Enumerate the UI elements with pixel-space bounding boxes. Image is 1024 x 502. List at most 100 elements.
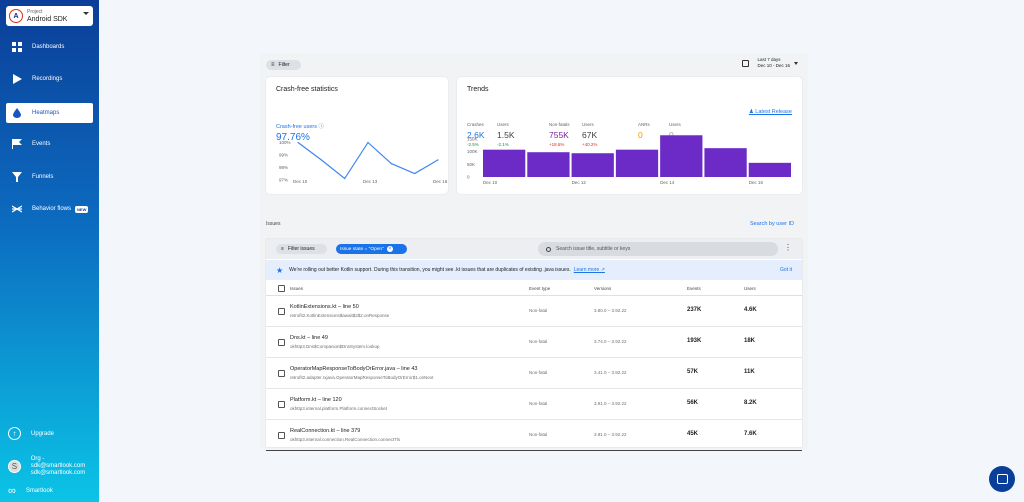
table-header: Issues Event type Versions Events Users: [266, 281, 802, 296]
bar: [571, 153, 614, 177]
issues-section-label: Issues: [266, 221, 281, 227]
date-range-picker[interactable]: Last 7 days Dec 10 - Dec 16: [742, 57, 798, 69]
metric-anrs: ANRs 0: [638, 122, 650, 140]
filter-icon: ≡: [271, 62, 275, 68]
column-versions: Versions: [594, 286, 612, 291]
org-email: sdk@smartlook.com: [30, 470, 86, 476]
star-icon: ★: [276, 265, 284, 275]
bar: [527, 152, 570, 177]
nav-behavior-flows[interactable]: Behavior flows NEW: [0, 199, 99, 219]
table-row[interactable]: Dns.kt – line 49 okhttp3.Dns$Companion$D…: [266, 327, 802, 358]
bar: [704, 148, 747, 177]
search-icon: [546, 246, 551, 252]
table-row[interactable]: KotlinExtensions.kt – line 50 retrofit2.…: [266, 296, 802, 327]
nav-heatmaps[interactable]: Heatmaps: [6, 103, 93, 123]
row-checkbox[interactable]: [278, 401, 285, 408]
chevron-down-icon: [83, 12, 89, 15]
y-tick-label: 100%: [279, 140, 291, 145]
y-tick-label: 97%: [279, 177, 288, 182]
row-checkbox[interactable]: [278, 370, 285, 377]
column-events: Events: [687, 286, 701, 291]
filter-issues-button[interactable]: ≡ Filter issues: [276, 244, 327, 254]
crash-free-line-chart: 100% 99% 98% 97% Dec 10 Dec 13 Dec 16: [279, 140, 448, 184]
issues-toolbar: ≡ Filter issues Issue state = "Open" × S…: [266, 239, 802, 259]
play-icon: [11, 73, 23, 85]
chevron-down-icon: [794, 61, 798, 65]
y-tick-label: 100K: [467, 149, 478, 154]
project-label: Project: [27, 9, 43, 15]
crash-free-card: Crash-free statistics Crash-free users ⓘ…: [266, 77, 448, 194]
crash-free-users-value: 97.76%: [276, 132, 310, 143]
learn-more-link[interactable]: Learn more ↗: [573, 267, 605, 273]
data-point: [344, 177, 346, 180]
bar: [615, 149, 659, 177]
bar: [660, 135, 703, 177]
card-title: Crash-free statistics: [276, 86, 338, 93]
brand-name: Smartlook: [25, 488, 53, 494]
table-row[interactable]: RealConnection.kt – line 379 okhttp3.int…: [266, 420, 802, 451]
brand-logo: ∞ Smartlook: [8, 485, 53, 497]
table-row[interactable]: OperatorMapResponseToBodyOrError.java – …: [266, 358, 802, 389]
metric-nonfatal-users: Users 67K +40.2%: [582, 122, 598, 147]
metric-anr-users: Users 0: [669, 122, 681, 140]
trends-bar-chart: 150K 100K 50K 0 Dec 10 Dec 12 Dec 14 Dec 16: [467, 135, 791, 185]
data-point: [320, 159, 322, 161]
nav-events[interactable]: Events: [0, 134, 99, 154]
org-selector[interactable]: S Org - sdk@smartlook.com sdk@smartlook.…: [8, 456, 99, 477]
nav-dashboards[interactable]: Dashboards: [0, 37, 99, 57]
org-name: Org - sdk@smartlook.com: [30, 456, 86, 469]
info-icon: ⓘ: [318, 124, 325, 130]
flag-icon: [11, 138, 23, 150]
project-name: Android SDK: [27, 16, 68, 23]
select-all-checkbox[interactable]: [278, 285, 285, 292]
funnel-icon: [11, 171, 23, 183]
metric-non-fatals: Non-fatals 755K +18.6%: [549, 122, 570, 147]
kotlin-banner: ★ We're rolling out better Kotlin suppor…: [266, 260, 802, 280]
series-line: [297, 141, 439, 180]
project-selector[interactable]: A Project Android SDK: [6, 6, 93, 26]
calendar-icon: [742, 59, 750, 67]
main-panel: ≡ Filter Last 7 days Dec 10 - Dec 16 Cra…: [260, 53, 808, 451]
date-range-value: Dec 10 - Dec 16: [757, 63, 790, 68]
issue-state-chip[interactable]: Issue state = "Open" ×: [336, 244, 407, 254]
bar: [483, 149, 526, 177]
close-icon[interactable]: ×: [386, 246, 393, 252]
filter-button[interactable]: ≡ Filter: [266, 60, 301, 70]
date-range-label: Last 7 days: [757, 57, 781, 62]
y-tick-label: 99%: [279, 152, 288, 157]
row-checkbox[interactable]: [278, 432, 285, 439]
filter-label: Filter: [278, 62, 290, 68]
nav-funnels[interactable]: Funnels: [0, 167, 99, 187]
nav-label: Behavior flows: [32, 206, 72, 212]
x-tick-label: Dec 10: [483, 180, 498, 185]
issues-table: ≡ Filter issues Issue state = "Open" × S…: [266, 239, 802, 451]
got-it-button[interactable]: Got it: [780, 267, 792, 273]
column-issues: Issues: [290, 286, 304, 291]
chat-button[interactable]: [989, 466, 1015, 492]
table-row[interactable]: Platform.kt – line 120 okhttp3.internal.…: [266, 389, 802, 420]
upgrade-button[interactable]: ↑ Upgrade: [8, 427, 54, 440]
y-tick-label: 50K: [467, 162, 475, 167]
nav-label: Funnels: [32, 174, 54, 180]
arrow-up-icon: ↑: [8, 427, 21, 440]
more-options-icon[interactable]: ⋮: [784, 243, 792, 252]
x-tick-label: Dec 16: [749, 180, 764, 185]
crash-free-users-label: Crash-free users ⓘ: [276, 124, 325, 130]
data-point: [297, 141, 299, 144]
data-point: [414, 172, 416, 175]
x-tick-label: Dec 14: [660, 180, 675, 185]
y-tick-label: 98%: [279, 165, 288, 170]
nav-label: Heatmaps: [32, 110, 60, 116]
latest-release-link[interactable]: ♟ Latest Release: [748, 109, 792, 115]
sidebar: A Project Android SDK Dashboards Recordi…: [0, 0, 99, 502]
search-by-user-link[interactable]: Search by user ID: [749, 221, 794, 227]
search-issues-input[interactable]: Search issue title, subtitle or keys: [538, 242, 778, 256]
x-tick-label: Dec 16: [433, 179, 448, 184]
new-badge: NEW: [75, 205, 89, 213]
row-checkbox[interactable]: [278, 308, 285, 315]
nav-recordings[interactable]: Recordings: [0, 69, 99, 89]
data-point: [367, 141, 369, 144]
column-event-type: Event type: [529, 286, 551, 291]
project-avatar: A: [9, 9, 23, 23]
row-checkbox[interactable]: [278, 339, 285, 346]
